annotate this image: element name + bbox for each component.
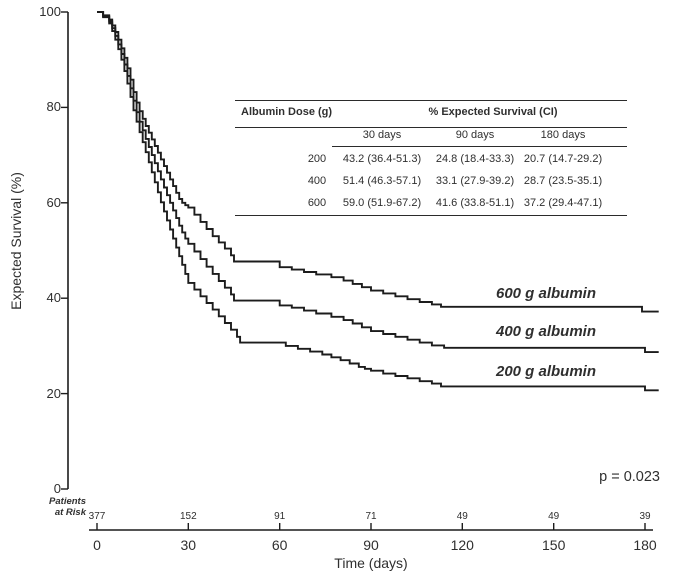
table-value-400-180d: 28.7 (23.5-35.1) (523, 175, 603, 187)
curve-label-600g: 600 g albumin (495, 285, 597, 302)
x-tick-label-120: 120 (450, 537, 474, 553)
table-dose-600: 600 (307, 197, 327, 209)
table-subheader-180days: 180 days (540, 129, 586, 141)
x-tick-label-60: 60 (271, 537, 288, 553)
table-value-600-90d: 41.6 (33.8-51.1) (435, 197, 515, 209)
table-value-200-30d: 43.2 (36.4-51.3) (342, 153, 422, 165)
table-value-200-180d: 20.7 (14.7-29.2) (523, 153, 603, 165)
axes (61, 11, 653, 531)
curve-label-200g: 200 g albumin (495, 363, 597, 380)
x-tick-label-30: 30 (180, 537, 197, 553)
risk-count-day30: 152 (179, 511, 197, 522)
y-tick-label-80: 80 (46, 99, 61, 115)
x-tick-label-90: 90 (363, 537, 379, 553)
x-tick-label-0: 0 (93, 537, 101, 553)
risk-count-day120: 49 (456, 511, 468, 522)
table-dose-200: 200 (307, 153, 327, 165)
curve-200-g-albumin (97, 11, 659, 392)
risk-count-day180: 39 (639, 511, 651, 522)
table-rule-under-subheader (332, 146, 627, 148)
table-col2-header: % Expected Survival (CI) (428, 106, 558, 118)
risk-count-day90: 71 (365, 511, 377, 522)
y-tick-label-100: 100 (39, 4, 61, 19)
curve-600-g-albumin (97, 11, 659, 313)
table-value-400-30d: 51.4 (46.3-57.1) (342, 175, 422, 187)
curve-400-g-albumin (97, 11, 659, 354)
table-subheader-90days: 90 days (455, 129, 495, 141)
y-tick-label-40: 40 (46, 290, 61, 306)
inset-summary-table: Albumin Dose (g) % Expected Survival (CI… (235, 92, 627, 218)
risk-count-day0: 377 (88, 511, 106, 522)
p-value-label: p = 0.023 (599, 469, 660, 485)
table-value-600-30d: 59.0 (51.9-67.2) (342, 197, 422, 209)
table-subheader-30days: 30 days (362, 129, 402, 141)
x-tick-label-180: 180 (633, 537, 657, 553)
survival-curves (97, 11, 659, 392)
risk-count-day150: 49 (548, 511, 560, 522)
table-col1-header: Albumin Dose (g) (241, 106, 333, 118)
table-rule-under-header (235, 127, 627, 129)
table-value-600-180d: 37.2 (29.4-47.1) (523, 197, 603, 209)
patients-at-risk-label-line2: at Risk (54, 507, 86, 518)
table-value-200-90d: 24.8 (18.4-33.3) (435, 153, 515, 165)
x-tick-label-150: 150 (542, 537, 566, 553)
table-rule-top (235, 100, 627, 102)
y-axis-title: Expected Survival (%) (8, 172, 24, 310)
y-tick-label-60: 60 (46, 194, 61, 210)
y-tick-label-20: 20 (46, 385, 61, 401)
risk-count-day60: 91 (274, 511, 286, 522)
table-rule-bottom (235, 215, 627, 217)
y-tick-label-0: 0 (53, 481, 61, 496)
patients-at-risk-label: Patients at Risk (28, 496, 86, 518)
x-axis-title: Time (days) (334, 555, 408, 571)
curve-label-400g: 400 g albumin (495, 323, 597, 340)
table-dose-400: 400 (307, 175, 327, 187)
patients-at-risk-label-line1: Patients (49, 496, 86, 507)
table-value-400-90d: 33.1 (27.9-39.2) (435, 175, 515, 187)
